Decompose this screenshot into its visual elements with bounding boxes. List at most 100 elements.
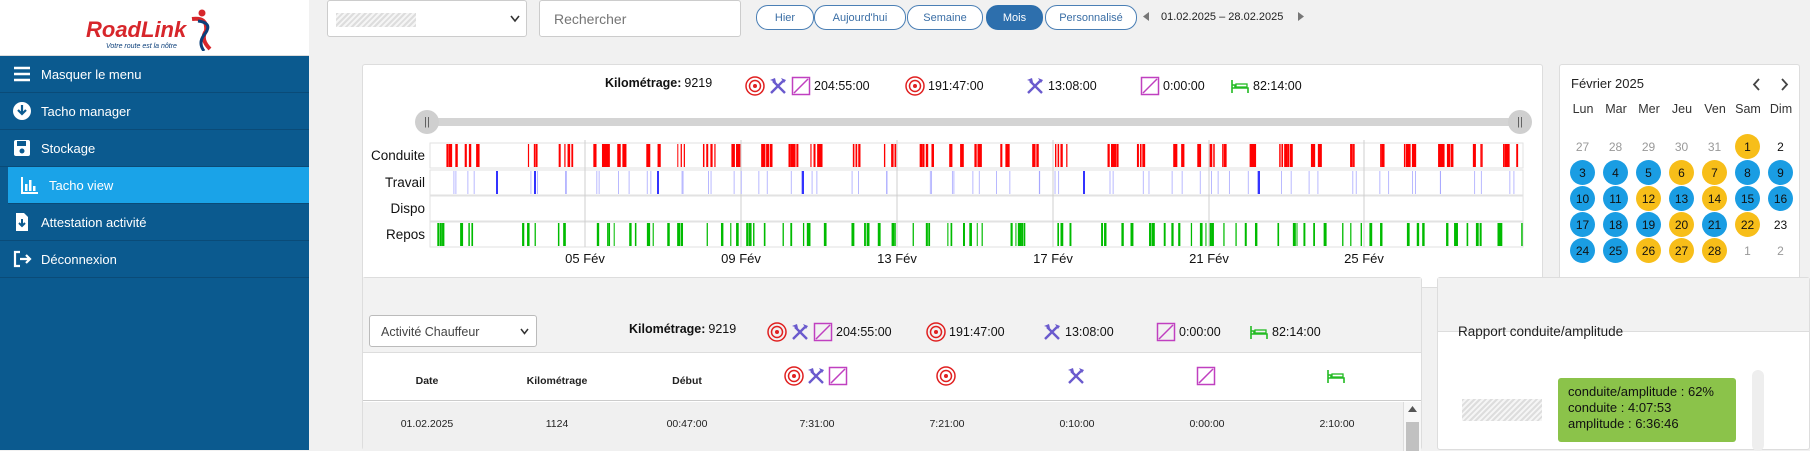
sidebar-item-tacho-manager[interactable]: Tacho manager xyxy=(0,93,309,130)
driving-segment xyxy=(476,144,480,167)
calendar-prev-icon[interactable] xyxy=(1752,78,1761,91)
sidebar-item-tacho-view[interactable]: Tacho view xyxy=(8,167,309,204)
work-icon xyxy=(790,322,810,341)
rest-segment xyxy=(1023,223,1026,246)
calendar-day[interactable]: 20 xyxy=(1669,212,1694,237)
logo[interactable]: RoadLink Votre route est la nôtre xyxy=(0,0,309,56)
calendar-day[interactable]: 1 xyxy=(1744,243,1751,258)
calendar-day[interactable]: 2 xyxy=(1777,243,1784,258)
column-header[interactable]: Date xyxy=(415,375,439,387)
calendar-day[interactable]: 21 xyxy=(1702,212,1727,237)
calendar-day[interactable]: 24 xyxy=(1570,238,1595,263)
driving-segment xyxy=(1197,144,1200,167)
calendar-day[interactable]: 13 xyxy=(1669,186,1694,211)
period-button-mois[interactable]: Mois xyxy=(986,5,1043,30)
scrollbar[interactable] xyxy=(1752,370,1764,451)
calendar-day[interactable]: 1 xyxy=(1735,134,1760,159)
driving-segment xyxy=(1111,144,1114,167)
scrollbar-thumb[interactable] xyxy=(1406,422,1419,451)
driving-segment xyxy=(567,144,571,167)
work-segment xyxy=(628,171,630,194)
calendar-day[interactable]: 28 xyxy=(1702,238,1727,263)
period-button-personnalis-[interactable]: Personnalisé xyxy=(1045,5,1137,30)
calendar-day[interactable]: 25 xyxy=(1603,238,1628,263)
calendar-day[interactable]: 15 xyxy=(1735,186,1760,211)
column-header-icons[interactable] xyxy=(1066,366,1086,386)
rest-segment xyxy=(720,223,724,246)
period-button-hier[interactable]: Hier xyxy=(756,5,814,30)
rest-segment xyxy=(1296,223,1298,246)
calendar-day[interactable]: 7 xyxy=(1702,160,1727,185)
timeline-panel: Kilométrage: 9219 204:55:00 191:47:00 13:08:… xyxy=(362,64,1543,288)
calendar-day[interactable]: 23 xyxy=(1773,217,1788,232)
calendar-day[interactable]: 9 xyxy=(1768,160,1793,185)
driving-segment xyxy=(1209,144,1213,167)
column-header-icons[interactable] xyxy=(784,366,848,386)
next-period-icon[interactable] xyxy=(1298,12,1304,21)
range-handle-left[interactable]: || xyxy=(415,110,439,134)
work-time: 13:08:00 xyxy=(1042,322,1114,342)
activity-select[interactable]: Activité Chauffeur xyxy=(369,315,537,347)
period-button-semaine[interactable]: Semaine xyxy=(907,5,983,30)
range-handle-right[interactable]: || xyxy=(1508,110,1532,134)
table-header-row xyxy=(363,353,1421,401)
column-header[interactable]: Kilométrage xyxy=(526,375,588,387)
prev-period-icon[interactable] xyxy=(1143,12,1149,21)
calendar-day[interactable]: 8 xyxy=(1735,160,1760,185)
driving-segment xyxy=(761,144,764,167)
column-header-icons[interactable] xyxy=(936,366,956,386)
sidebar-item-d-connexion[interactable]: Déconnexion xyxy=(0,241,309,278)
calendar-next-icon[interactable] xyxy=(1780,78,1789,91)
rapport-panel: Rapport conduite/amplitude conduite/ampl… xyxy=(1437,277,1810,451)
calendar-day[interactable]: 11 xyxy=(1603,186,1628,211)
calendar-day[interactable]: 22 xyxy=(1735,212,1760,237)
calendar-day[interactable]: 19 xyxy=(1636,212,1661,237)
calendar-day[interactable]: 17 xyxy=(1570,212,1595,237)
scroll-up-icon[interactable] xyxy=(1408,406,1417,412)
calendar-day[interactable]: 27 xyxy=(1669,238,1694,263)
calendar-day[interactable]: 31 xyxy=(1707,139,1722,154)
sidebar-item-masquer-le-menu[interactable]: Masquer le menu xyxy=(0,56,309,93)
driving-segment xyxy=(450,144,453,167)
calendar-day[interactable]: 4 xyxy=(1603,160,1628,185)
rest-segment xyxy=(527,223,530,246)
period-button-aujourd-hui[interactable]: Aujourd'hui xyxy=(814,5,906,30)
vehicle-select[interactable] xyxy=(327,0,527,37)
calendar-day[interactable]: 18 xyxy=(1603,212,1628,237)
activity-select-value: Activité Chauffeur xyxy=(381,325,480,339)
rest-segment xyxy=(442,223,445,246)
calendar-day[interactable]: 2 xyxy=(1777,139,1784,154)
work-segment xyxy=(1109,171,1111,194)
calendar-day[interactable]: 30 xyxy=(1674,139,1689,154)
calendar-day[interactable]: 6 xyxy=(1669,160,1694,185)
calendar-day[interactable]: 26 xyxy=(1636,238,1661,263)
row-label-repos: Repos xyxy=(386,227,425,242)
work-segment xyxy=(565,171,567,194)
search-input[interactable] xyxy=(539,0,741,37)
work-icon xyxy=(768,76,788,95)
column-header[interactable]: Début xyxy=(672,375,702,387)
calendar-day[interactable]: 14 xyxy=(1702,186,1727,211)
calendar-day[interactable]: 16 xyxy=(1768,186,1793,211)
calendar-day[interactable]: 10 xyxy=(1570,186,1595,211)
calendar-day[interactable]: 12 xyxy=(1636,186,1661,211)
range-slider[interactable] xyxy=(416,118,1528,126)
scrollbar[interactable] xyxy=(1403,402,1421,451)
calendar-day[interactable]: 3 xyxy=(1570,160,1595,185)
calendar-day[interactable]: 27 xyxy=(1575,139,1590,154)
calendar-day[interactable]: 28 xyxy=(1608,139,1623,154)
driving-segment xyxy=(1174,144,1178,167)
driving-segment xyxy=(792,144,796,167)
rest-segment xyxy=(1104,223,1107,246)
driving-segment xyxy=(1036,144,1039,167)
column-header-icons[interactable] xyxy=(1196,366,1216,386)
rest-segment xyxy=(736,223,739,246)
rest-segment xyxy=(460,223,464,246)
calendar-day[interactable]: 29 xyxy=(1641,139,1656,154)
calendar-day[interactable]: 5 xyxy=(1636,160,1661,185)
column-header-icons[interactable] xyxy=(1326,366,1346,386)
sidebar-item-stockage[interactable]: Stockage xyxy=(0,130,309,167)
work-segment xyxy=(929,171,931,194)
sidebar-item-attestation-activit-[interactable]: Attestation activité xyxy=(0,204,309,241)
table-row[interactable] xyxy=(363,402,1403,451)
